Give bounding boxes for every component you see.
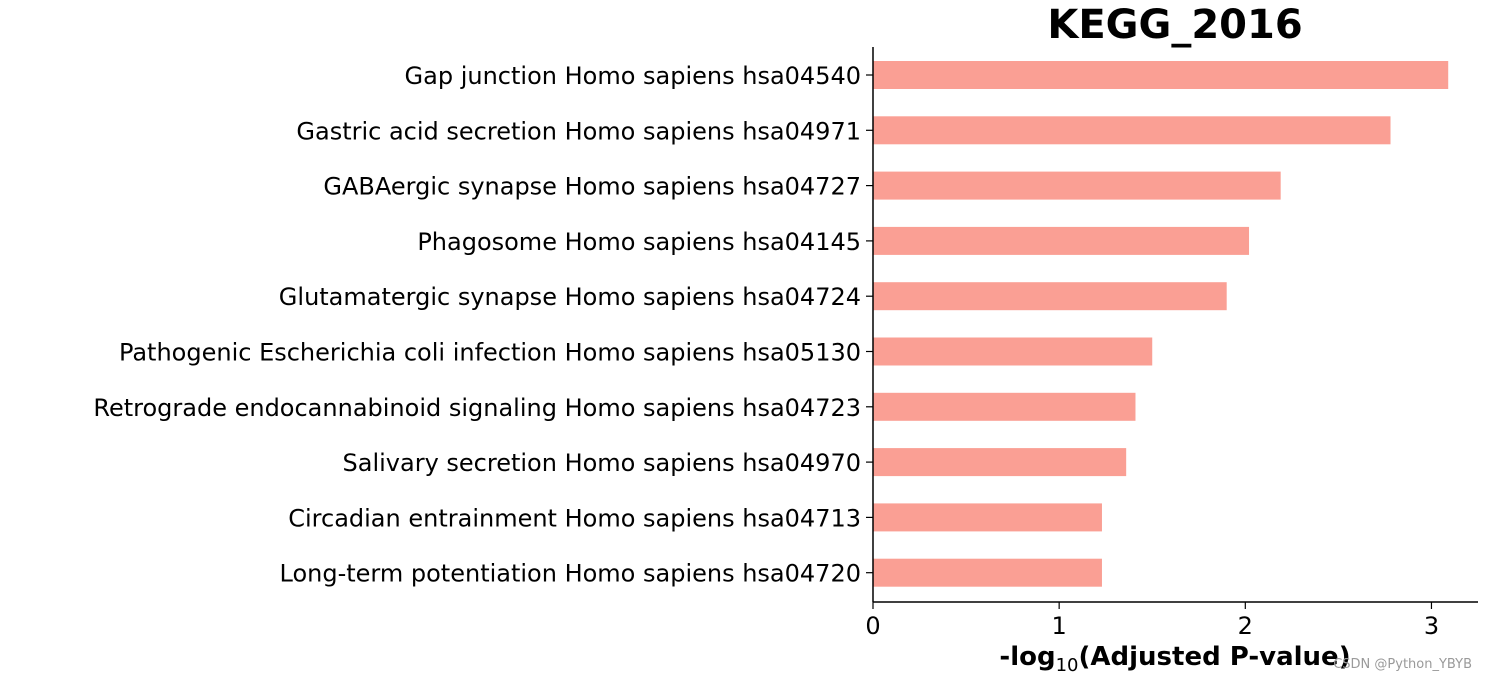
bar-4 [873,226,1250,255]
x-tick-label-4: 3 [1424,612,1439,640]
bar-3 [873,171,1281,200]
category-labels: Gap junction Homo sapiens hsa04540 Gastri… [93,62,873,588]
bar-6 [873,337,1153,366]
category-label-10: Long-term potentiation Homo sapiens hsa0… [280,560,861,588]
bar-7 [873,392,1136,421]
x-tick-label-1: 0 [865,612,880,640]
chart-title: KEGG_2016 [1047,2,1302,48]
x-axis-label: -log10(Adjusted P-value) [999,642,1350,676]
bar-10 [873,558,1102,587]
category-label-4: Phagosome Homo sapiens hsa04145 [417,228,861,256]
watermark: CSDN @Python_YBYB [1333,657,1472,672]
x-axis-label-prefix: -log [999,642,1055,672]
category-label-2: Gastric acid secretion Homo sapiens hsa0… [296,117,861,145]
bar-8 [873,448,1127,477]
bar-2 [873,116,1391,145]
category-label-1: Gap junction Homo sapiens hsa04540 [405,62,861,90]
category-label-3: GABAergic synapse Homo sapiens hsa04727 [323,173,861,201]
category-label-5: Glutamatergic synapse Homo sapiens hsa04… [279,283,861,311]
category-label-9: Circadian entrainment Homo sapiens hsa04… [288,504,861,532]
x-tick-label-3: 2 [1238,612,1253,640]
category-label-6: Pathogenic Escherichia coli infection Ho… [119,339,861,367]
category-label-8: Salivary secretion Homo sapiens hsa04970 [343,449,861,477]
x-axis-label-subscript: 10 [1056,655,1079,676]
bar-9 [873,503,1102,532]
x-ticks: 0 1 2 3 [865,602,1439,640]
bar-1 [873,61,1449,89]
bars-group [873,61,1449,587]
bar-5 [873,282,1227,311]
x-tick-label-2: 1 [1052,612,1067,640]
category-label-7: Retrograde endocannabinoid signaling Hom… [93,394,861,422]
x-axis-label-suffix: (Adjusted P-value) [1079,642,1351,672]
